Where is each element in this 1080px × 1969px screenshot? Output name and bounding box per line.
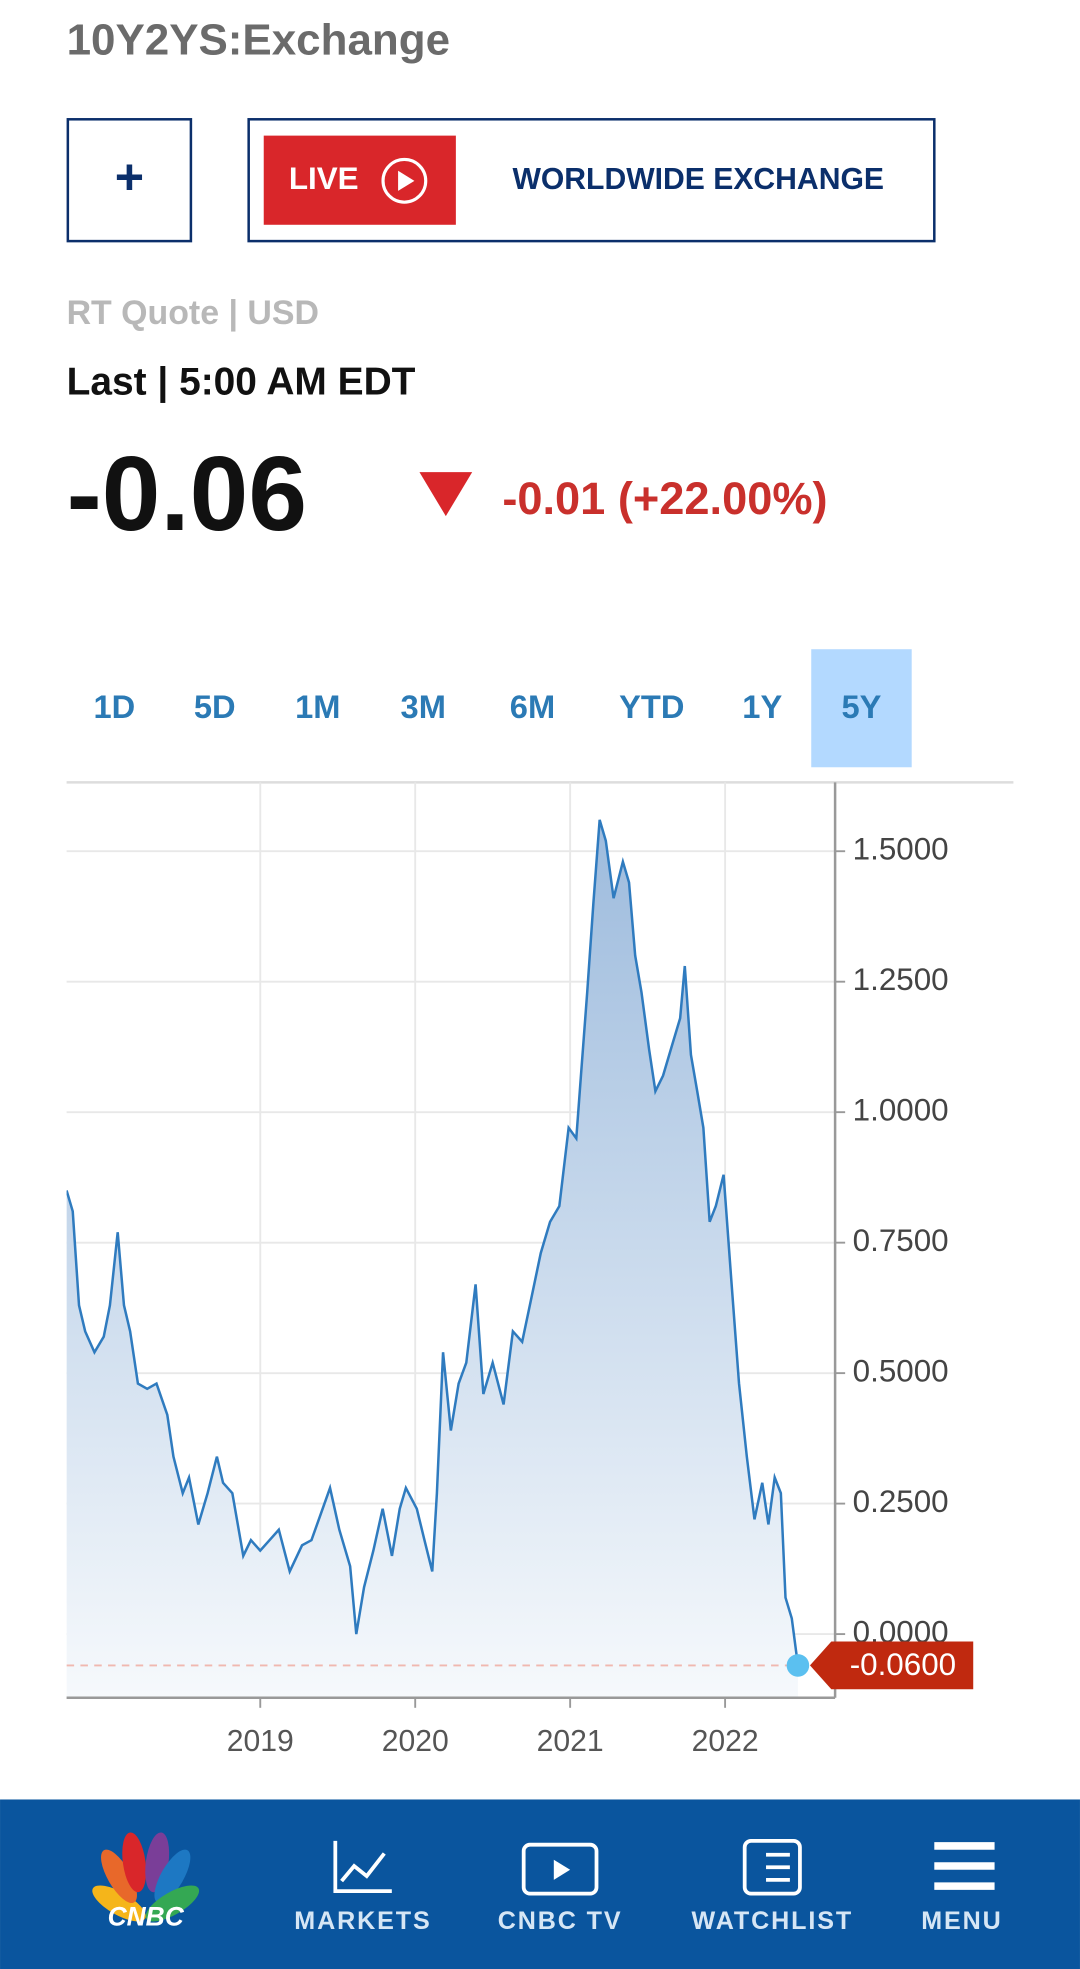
range-tab[interactable]: 5D (194, 688, 236, 725)
nav-item[interactable]: CNBC TV (498, 1907, 623, 1935)
range-tab[interactable]: 3M (401, 688, 446, 725)
add-button[interactable]: + (66, 118, 193, 243)
nav-icons (333, 1839, 995, 1896)
quote-time: Last | 5:00 AM EDT (67, 361, 416, 404)
y-tick-label: 0.2500 (853, 1484, 949, 1519)
y-tick-label: 1.2500 (853, 962, 949, 997)
down-arrow (419, 472, 473, 517)
quote-change: -0.01 (+22.00%) (502, 473, 827, 524)
price-chart: 0.00000.25000.50000.75001.00001.25001.50… (66, 781, 1014, 1758)
x-tick-label: 2019 (227, 1725, 294, 1758)
live-button[interactable]: LIVE WORLDWIDE EXCHANGE (247, 118, 936, 243)
range-tab[interactable]: 1Y (742, 688, 782, 725)
last-price-callout (809, 1641, 974, 1690)
logo-label: CNBC (108, 1902, 185, 1932)
page-title: 10Y2YS:Exchange (67, 15, 450, 64)
y-tick-label: 0.7500 (853, 1223, 949, 1258)
plot-area (66, 819, 836, 1698)
range-tab[interactable]: 6M (510, 688, 555, 725)
nav-items: MARKETS CNBC TV WATCHLIST MENU (294, 1907, 1002, 1935)
plus-label: + (115, 149, 144, 205)
program-label: WORLDWIDE EXCHANGE (512, 163, 884, 196)
quote-source: RT Quote | USD (67, 294, 319, 332)
range-tab[interactable]: 1D (93, 688, 135, 725)
x-tick-label: 2020 (382, 1725, 449, 1758)
y-tick-label: 0.5000 (853, 1353, 949, 1388)
logo-icon[interactable]: CNBC (87, 1831, 204, 1932)
active-tab-bg (811, 649, 912, 768)
quote-price: -0.06 (67, 436, 307, 553)
nav-item[interactable]: MARKETS (294, 1907, 431, 1935)
range-tab[interactable]: 1M (295, 688, 340, 725)
nav-item[interactable]: WATCHLIST (692, 1907, 854, 1935)
last-price-label: -0.0600 (850, 1647, 956, 1682)
nav-item[interactable]: MENU (921, 1907, 1002, 1935)
price-line (66, 819, 800, 1666)
x-tick-label: 2021 (537, 1725, 604, 1758)
range-tabs: 1D 5D 1M 3M 6M YTD 1Y 5Y (93, 649, 912, 768)
last-point (786, 1654, 810, 1677)
price-area (66, 819, 798, 1698)
y-tick-label: 1.0000 (853, 1092, 949, 1127)
x-tick-label: 2022 (692, 1725, 759, 1758)
y-tick-label: 1.5000 (853, 832, 949, 867)
range-tab[interactable]: 5Y (842, 688, 882, 725)
live-label: LIVE (289, 161, 359, 196)
range-tab[interactable]: YTD (619, 688, 684, 725)
